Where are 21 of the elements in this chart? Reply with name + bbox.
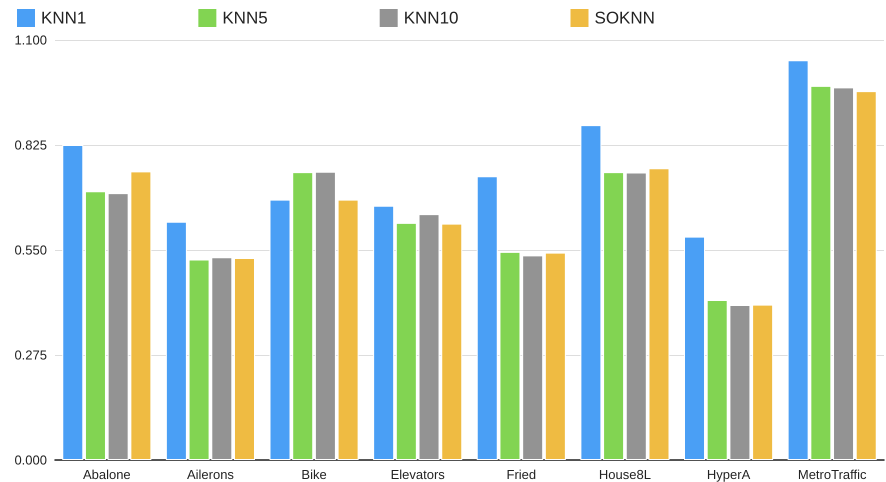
x-tick-label: Ailerons xyxy=(186,467,234,482)
x-tick-label: Abalone xyxy=(82,467,131,482)
x-tick-label: MetroTraffic xyxy=(798,467,867,482)
bar xyxy=(544,252,566,460)
legend-label: SOKNN xyxy=(594,8,655,28)
legend-label: KNN1 xyxy=(41,8,86,28)
bar xyxy=(788,60,809,460)
y-tick-label: 0.275 xyxy=(14,348,47,362)
y-tick-label: 0.825 xyxy=(14,138,47,152)
x-tick-label: House8L xyxy=(598,467,651,482)
bar xyxy=(373,206,394,460)
legend-label: KNN5 xyxy=(222,8,268,28)
x-tick-label: Fried xyxy=(506,467,536,482)
x-tick-label: Bike xyxy=(301,467,327,482)
legend-label: KNN10 xyxy=(404,8,459,28)
y-tick-label: 0.000 xyxy=(14,452,47,468)
x-tick-label: Elevators xyxy=(390,467,446,482)
x-tick-label: HyperA xyxy=(706,467,751,482)
bar xyxy=(130,171,152,460)
y-tick-label: 1.100 xyxy=(14,32,47,48)
y-tick-label: 0.550 xyxy=(14,242,47,258)
